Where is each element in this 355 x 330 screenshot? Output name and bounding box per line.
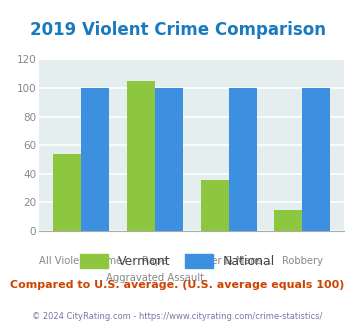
Text: © 2024 CityRating.com - https://www.cityrating.com/crime-statistics/: © 2024 CityRating.com - https://www.city… [32,312,323,321]
Text: Robbery: Robbery [282,256,323,266]
Text: Compared to U.S. average. (U.S. average equals 100): Compared to U.S. average. (U.S. average … [10,280,345,290]
Text: Rape: Rape [142,256,167,266]
Bar [302,88,331,231]
Text: 2019 Violent Crime Comparison: 2019 Violent Crime Comparison [29,21,326,40]
Bar [81,88,109,231]
Bar [274,210,302,231]
Bar [229,88,257,231]
Text: Murder & Mans...: Murder & Mans... [186,256,272,266]
Bar [155,88,183,231]
Bar [127,81,155,231]
Text: All Violent Crime: All Violent Crime [39,256,122,266]
Bar [53,154,81,231]
Legend: Vermont, National: Vermont, National [75,249,280,273]
Bar [201,180,229,231]
Text: Aggravated Assault: Aggravated Assault [106,273,204,283]
